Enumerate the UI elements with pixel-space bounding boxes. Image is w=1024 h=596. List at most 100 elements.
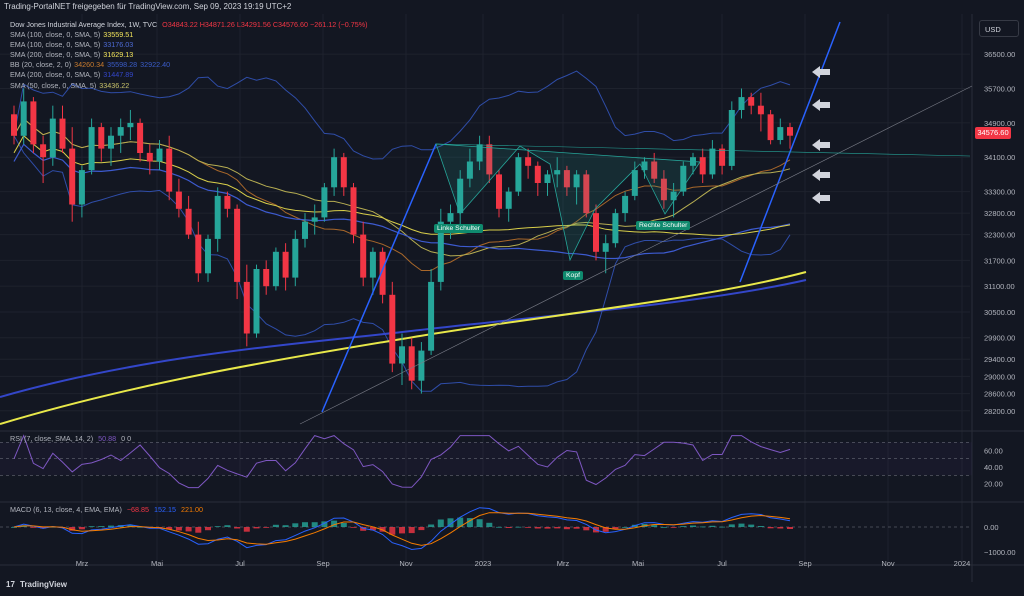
macd-histogram-bar xyxy=(728,524,735,527)
indicator-value: 31447.89 xyxy=(103,70,134,80)
indicator-value: 35598.28 xyxy=(107,60,138,70)
macd-histogram-bar xyxy=(243,527,250,532)
time-axis-label: Nov xyxy=(881,559,895,568)
trendline xyxy=(321,143,437,413)
candle-body xyxy=(544,174,551,183)
right-shoulder-label[interactable]: Rechte Schulter xyxy=(636,221,691,230)
candle-body xyxy=(263,269,270,287)
macd-histogram-bar xyxy=(69,527,76,531)
macd-histogram-bar xyxy=(399,527,405,534)
macd-histogram-bar xyxy=(205,527,211,531)
currency-button[interactable]: USD xyxy=(979,20,1019,37)
macd-legend: MACD (6, 13, close, 4, EMA, EMA) −68.85 … xyxy=(10,505,203,514)
candle-body xyxy=(496,174,502,209)
candle-body xyxy=(175,191,182,209)
candle-body xyxy=(699,157,706,175)
macd-histogram-bar xyxy=(486,522,493,527)
candle-body xyxy=(428,281,435,351)
candle-body xyxy=(234,208,241,282)
price-axis-label: 31100.00 xyxy=(984,282,1015,291)
candle-body xyxy=(573,174,580,188)
macd-histogram-bar xyxy=(787,527,793,529)
neckline xyxy=(435,143,971,157)
macd-histogram-bar xyxy=(321,521,328,527)
candle-body xyxy=(728,110,735,166)
macd-histogram-bar xyxy=(447,518,454,527)
macd-histogram-bar xyxy=(583,527,590,531)
candle-body xyxy=(195,234,202,274)
indicator-row: SMA (200, close, 0, SMA, 5) 31629.13 xyxy=(10,50,368,60)
arrow-marker xyxy=(812,99,830,111)
ema-100-line xyxy=(13,143,791,260)
brand-name: TradingView xyxy=(20,580,67,589)
candle-body xyxy=(243,281,250,334)
candle-body xyxy=(505,191,512,209)
candle-body xyxy=(205,238,211,274)
macd-histogram-bar xyxy=(767,527,774,529)
trendline xyxy=(299,85,973,425)
candle-body xyxy=(593,213,599,252)
indicator-name: SMA (100, close, 0, SMA, 5) xyxy=(10,30,101,40)
macd-histogram-bar xyxy=(748,524,755,527)
candle-body xyxy=(389,294,396,364)
price-axis-label: 35700.00 xyxy=(984,85,1015,94)
candle-body xyxy=(253,269,260,334)
indicator-value: 33559.51 xyxy=(103,30,134,40)
macd-histogram-bar xyxy=(108,525,114,527)
candle-body xyxy=(379,251,386,295)
candle-body xyxy=(602,243,609,252)
left-shoulder-label[interactable]: Linke Schulter xyxy=(434,224,484,233)
macd-histogram-bar xyxy=(602,527,609,532)
macd-name: MACD (6, 13, close, 4, EMA, EMA) xyxy=(10,505,122,514)
candle-body xyxy=(515,157,522,192)
macd-histogram-bar xyxy=(573,527,580,529)
macd-histogram-bar xyxy=(554,527,561,529)
candle-body xyxy=(563,170,570,188)
indicator-value: 33176.03 xyxy=(103,40,134,50)
macd-histogram-bar xyxy=(78,527,85,530)
indicator-value: 31629.13 xyxy=(103,50,134,60)
macd-histogram-bar xyxy=(496,526,502,528)
macd-histogram-bar xyxy=(253,527,260,529)
macd-histogram-bar xyxy=(195,527,202,533)
time-axis-label: Nov xyxy=(399,559,413,568)
axes: 36500.00 35700.00 34900.00 34100.00 33300.00… xyxy=(76,50,1016,568)
candle-body xyxy=(282,251,289,278)
macd-histogram-bar xyxy=(224,525,231,527)
candle-body xyxy=(612,213,619,244)
indicator-row: BB (20, close, 2, 0) 34260.34 35598.28 3292… xyxy=(10,60,368,70)
head-label[interactable]: Kopf xyxy=(563,271,583,280)
price-axis-label: 29900.00 xyxy=(984,334,1015,343)
candle-body xyxy=(331,157,338,188)
macd-histogram-bar xyxy=(476,519,483,527)
candle-body xyxy=(457,178,464,214)
candle-body xyxy=(214,195,221,239)
candle-body xyxy=(525,157,532,166)
candle-body xyxy=(166,148,173,192)
candle-body xyxy=(108,135,114,149)
chart-canvas[interactable]: 36500.00 35700.00 34900.00 34100.00 33300.00… xyxy=(0,14,1024,582)
price-axis-label: 32800.00 xyxy=(984,209,1015,218)
tradingview-logo[interactable]: 17 TradingView xyxy=(6,580,67,589)
macd-histogram-bar xyxy=(214,526,221,527)
macd-histogram-bar xyxy=(302,522,308,527)
indicator-name: EMA (100, close, 0, SMA, 5) xyxy=(10,40,101,50)
candle-body xyxy=(98,127,105,149)
macd-histogram-bar xyxy=(777,527,784,529)
candle-body xyxy=(719,148,726,166)
price-axis-label: 28200.00 xyxy=(984,407,1015,416)
candle-body xyxy=(302,221,308,239)
candle-body xyxy=(447,213,454,222)
macd-axis-label: −1000.00 xyxy=(984,548,1016,557)
macd-histogram-bar xyxy=(457,517,464,527)
candle-body xyxy=(418,350,425,381)
macd-histogram-bar xyxy=(98,526,105,527)
macd-histogram-bar xyxy=(127,525,134,527)
macd-histogram-bar xyxy=(30,527,37,528)
macd-histogram-bar xyxy=(437,519,444,527)
ema-200-line xyxy=(0,279,807,398)
candle-body xyxy=(554,170,561,175)
macd-histogram-bar xyxy=(612,527,619,530)
candle-body xyxy=(680,165,687,192)
macd-histogram-bar xyxy=(418,527,425,531)
